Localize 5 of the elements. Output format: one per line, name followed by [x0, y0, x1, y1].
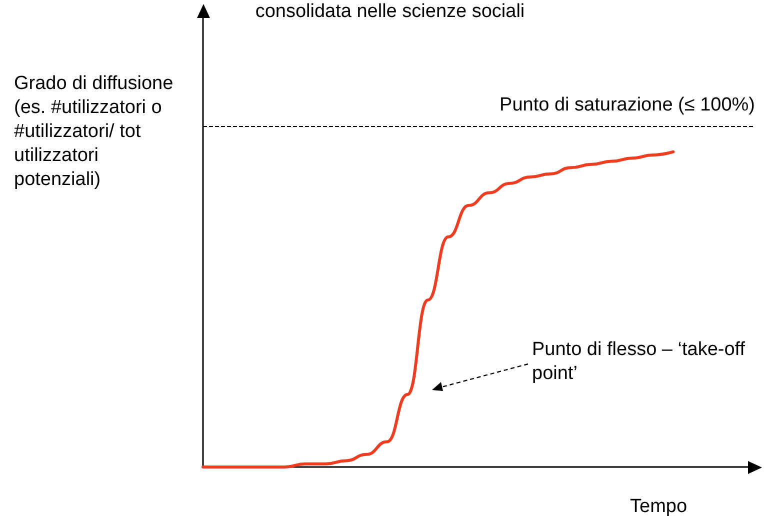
ref-line-label: Punto di saturazione (≤ 100%)	[500, 94, 755, 116]
annotation: Punto di flesso – ‘take-off point’	[532, 338, 746, 386]
y-axis-title: Grado di diffusione (es. #utilizzatori o #utilizzatori/ tot utilizzatori potenziali)	[14, 72, 174, 192]
chart-title: consolidata nelle scienze sociali	[254, 0, 526, 24]
x-axis-title: Tempo	[630, 495, 688, 519]
